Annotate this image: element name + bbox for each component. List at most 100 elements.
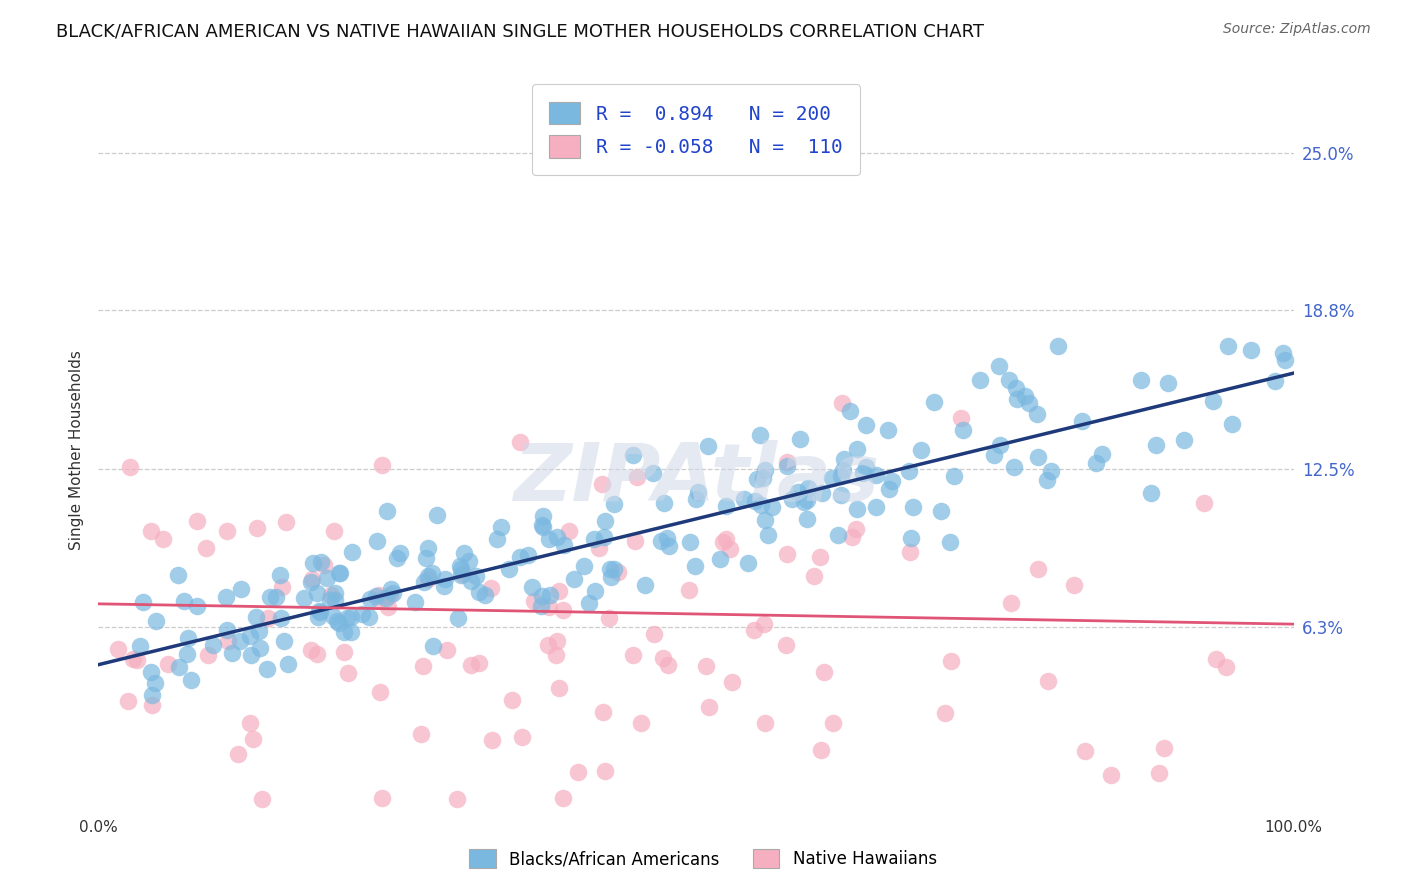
Point bbox=[328, 566, 350, 580]
Point bbox=[929, 504, 952, 518]
Point bbox=[426, 508, 449, 523]
Point bbox=[821, 471, 844, 485]
Point bbox=[152, 532, 174, 546]
Point bbox=[359, 591, 381, 606]
Point bbox=[229, 633, 252, 648]
Point bbox=[830, 487, 852, 501]
Point bbox=[567, 765, 589, 780]
Point bbox=[1153, 741, 1175, 756]
Point bbox=[537, 638, 560, 652]
Point bbox=[1140, 485, 1163, 500]
Point bbox=[352, 607, 374, 621]
Point bbox=[754, 463, 776, 477]
Point bbox=[714, 500, 737, 514]
Point bbox=[845, 522, 868, 536]
Point bbox=[810, 743, 832, 757]
Point bbox=[450, 562, 472, 576]
Point bbox=[754, 616, 776, 631]
Point bbox=[167, 659, 190, 673]
Point bbox=[221, 646, 243, 660]
Point bbox=[132, 594, 155, 608]
Point bbox=[371, 458, 394, 472]
Legend: R =  0.894   N = 200, R = -0.058   N =  110: R = 0.894 N = 200, R = -0.058 N = 110 bbox=[531, 85, 860, 175]
Point bbox=[531, 517, 554, 532]
Point bbox=[197, 648, 219, 662]
Point bbox=[754, 513, 776, 527]
Point bbox=[322, 524, 344, 538]
Point bbox=[1130, 373, 1153, 387]
Point bbox=[239, 716, 262, 731]
Point bbox=[380, 582, 402, 596]
Point bbox=[796, 512, 818, 526]
Point bbox=[776, 548, 799, 562]
Point bbox=[512, 731, 534, 745]
Point bbox=[841, 530, 863, 544]
Point bbox=[1216, 339, 1239, 353]
Point bbox=[299, 642, 322, 657]
Point bbox=[117, 694, 139, 708]
Point bbox=[125, 653, 148, 667]
Point bbox=[305, 585, 328, 599]
Point bbox=[553, 790, 575, 805]
Point bbox=[447, 611, 470, 625]
Point bbox=[374, 591, 396, 606]
Point bbox=[412, 659, 434, 673]
Point bbox=[319, 593, 342, 607]
Point bbox=[240, 648, 263, 662]
Point bbox=[307, 609, 329, 624]
Point bbox=[474, 588, 496, 602]
Point bbox=[458, 554, 481, 568]
Point bbox=[481, 733, 503, 747]
Point bbox=[422, 640, 444, 654]
Point bbox=[685, 491, 707, 506]
Point bbox=[157, 657, 180, 671]
Point bbox=[1005, 392, 1028, 407]
Point bbox=[302, 556, 325, 570]
Point bbox=[621, 448, 644, 462]
Point bbox=[823, 715, 845, 730]
Legend: Blacks/African Americans, Native Hawaiians: Blacks/African Americans, Native Hawaiia… bbox=[461, 840, 945, 877]
Point bbox=[460, 658, 482, 673]
Point bbox=[834, 452, 856, 467]
Point bbox=[308, 604, 330, 618]
Point bbox=[737, 556, 759, 570]
Point bbox=[118, 460, 141, 475]
Point bbox=[744, 493, 766, 508]
Point bbox=[367, 592, 389, 607]
Point bbox=[468, 656, 491, 670]
Point bbox=[249, 640, 271, 655]
Point bbox=[270, 611, 292, 625]
Point bbox=[368, 684, 391, 698]
Point bbox=[479, 582, 502, 596]
Point bbox=[141, 698, 163, 713]
Point bbox=[415, 551, 437, 566]
Point bbox=[934, 706, 956, 721]
Point bbox=[1192, 496, 1215, 510]
Point bbox=[509, 435, 531, 450]
Point bbox=[845, 442, 868, 456]
Point bbox=[756, 527, 779, 541]
Point bbox=[215, 591, 238, 605]
Point bbox=[652, 651, 675, 665]
Point bbox=[1000, 596, 1022, 610]
Point bbox=[1018, 396, 1040, 410]
Point bbox=[387, 551, 409, 566]
Point bbox=[827, 527, 849, 541]
Point bbox=[434, 572, 457, 586]
Point bbox=[683, 558, 706, 573]
Point bbox=[621, 648, 644, 662]
Point bbox=[599, 561, 621, 575]
Point bbox=[530, 589, 553, 603]
Point bbox=[1002, 460, 1025, 475]
Point bbox=[761, 500, 783, 514]
Point bbox=[988, 359, 1011, 373]
Point bbox=[553, 537, 575, 551]
Point bbox=[593, 514, 616, 528]
Point bbox=[299, 574, 322, 589]
Point bbox=[1026, 561, 1049, 575]
Point bbox=[538, 588, 561, 602]
Point bbox=[1205, 652, 1227, 666]
Point bbox=[562, 572, 585, 586]
Point bbox=[775, 638, 797, 652]
Point bbox=[1215, 660, 1237, 674]
